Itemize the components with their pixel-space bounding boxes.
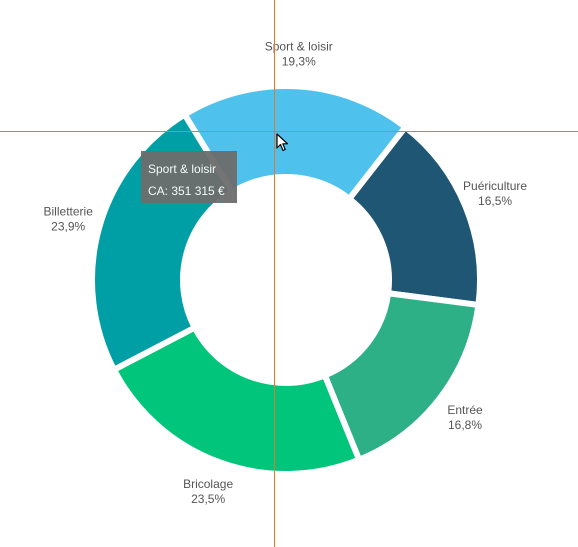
slice-name-billetterie: Billetterie — [44, 205, 94, 219]
slice-percent-bricolage: 23,5% — [191, 492, 225, 506]
tooltip-value: CA: 351 315 € — [148, 184, 225, 198]
slice-name-entree: Entrée — [447, 403, 483, 417]
slice-percent-puericulture: 16,5% — [478, 194, 512, 208]
slice-percent-sport-loisir: 19,3% — [282, 54, 316, 68]
crosshair-horizontal — [0, 131, 578, 132]
slice-percent-billetterie: 23,9% — [51, 220, 85, 234]
slice-percent-entree: 16,8% — [448, 418, 482, 432]
tooltip-title: Sport & loisir — [148, 162, 217, 176]
chart-tooltip: Sport & loisir CA: 351 315 € — [141, 151, 237, 203]
slice-name-bricolage: Bricolage — [183, 477, 233, 491]
slice-puericulture[interactable] — [345, 122, 483, 309]
crosshair-vertical — [274, 0, 275, 547]
slice-bricolage[interactable] — [109, 323, 364, 477]
slice-entree[interactable] — [320, 289, 482, 464]
slice-sport-loisir[interactable] — [180, 83, 410, 204]
pointer-arrow-icon — [276, 133, 289, 152]
slice-name-sport-loisir: Sport & loisir — [265, 39, 333, 53]
slice-name-puericulture: Puériculture — [463, 179, 527, 193]
